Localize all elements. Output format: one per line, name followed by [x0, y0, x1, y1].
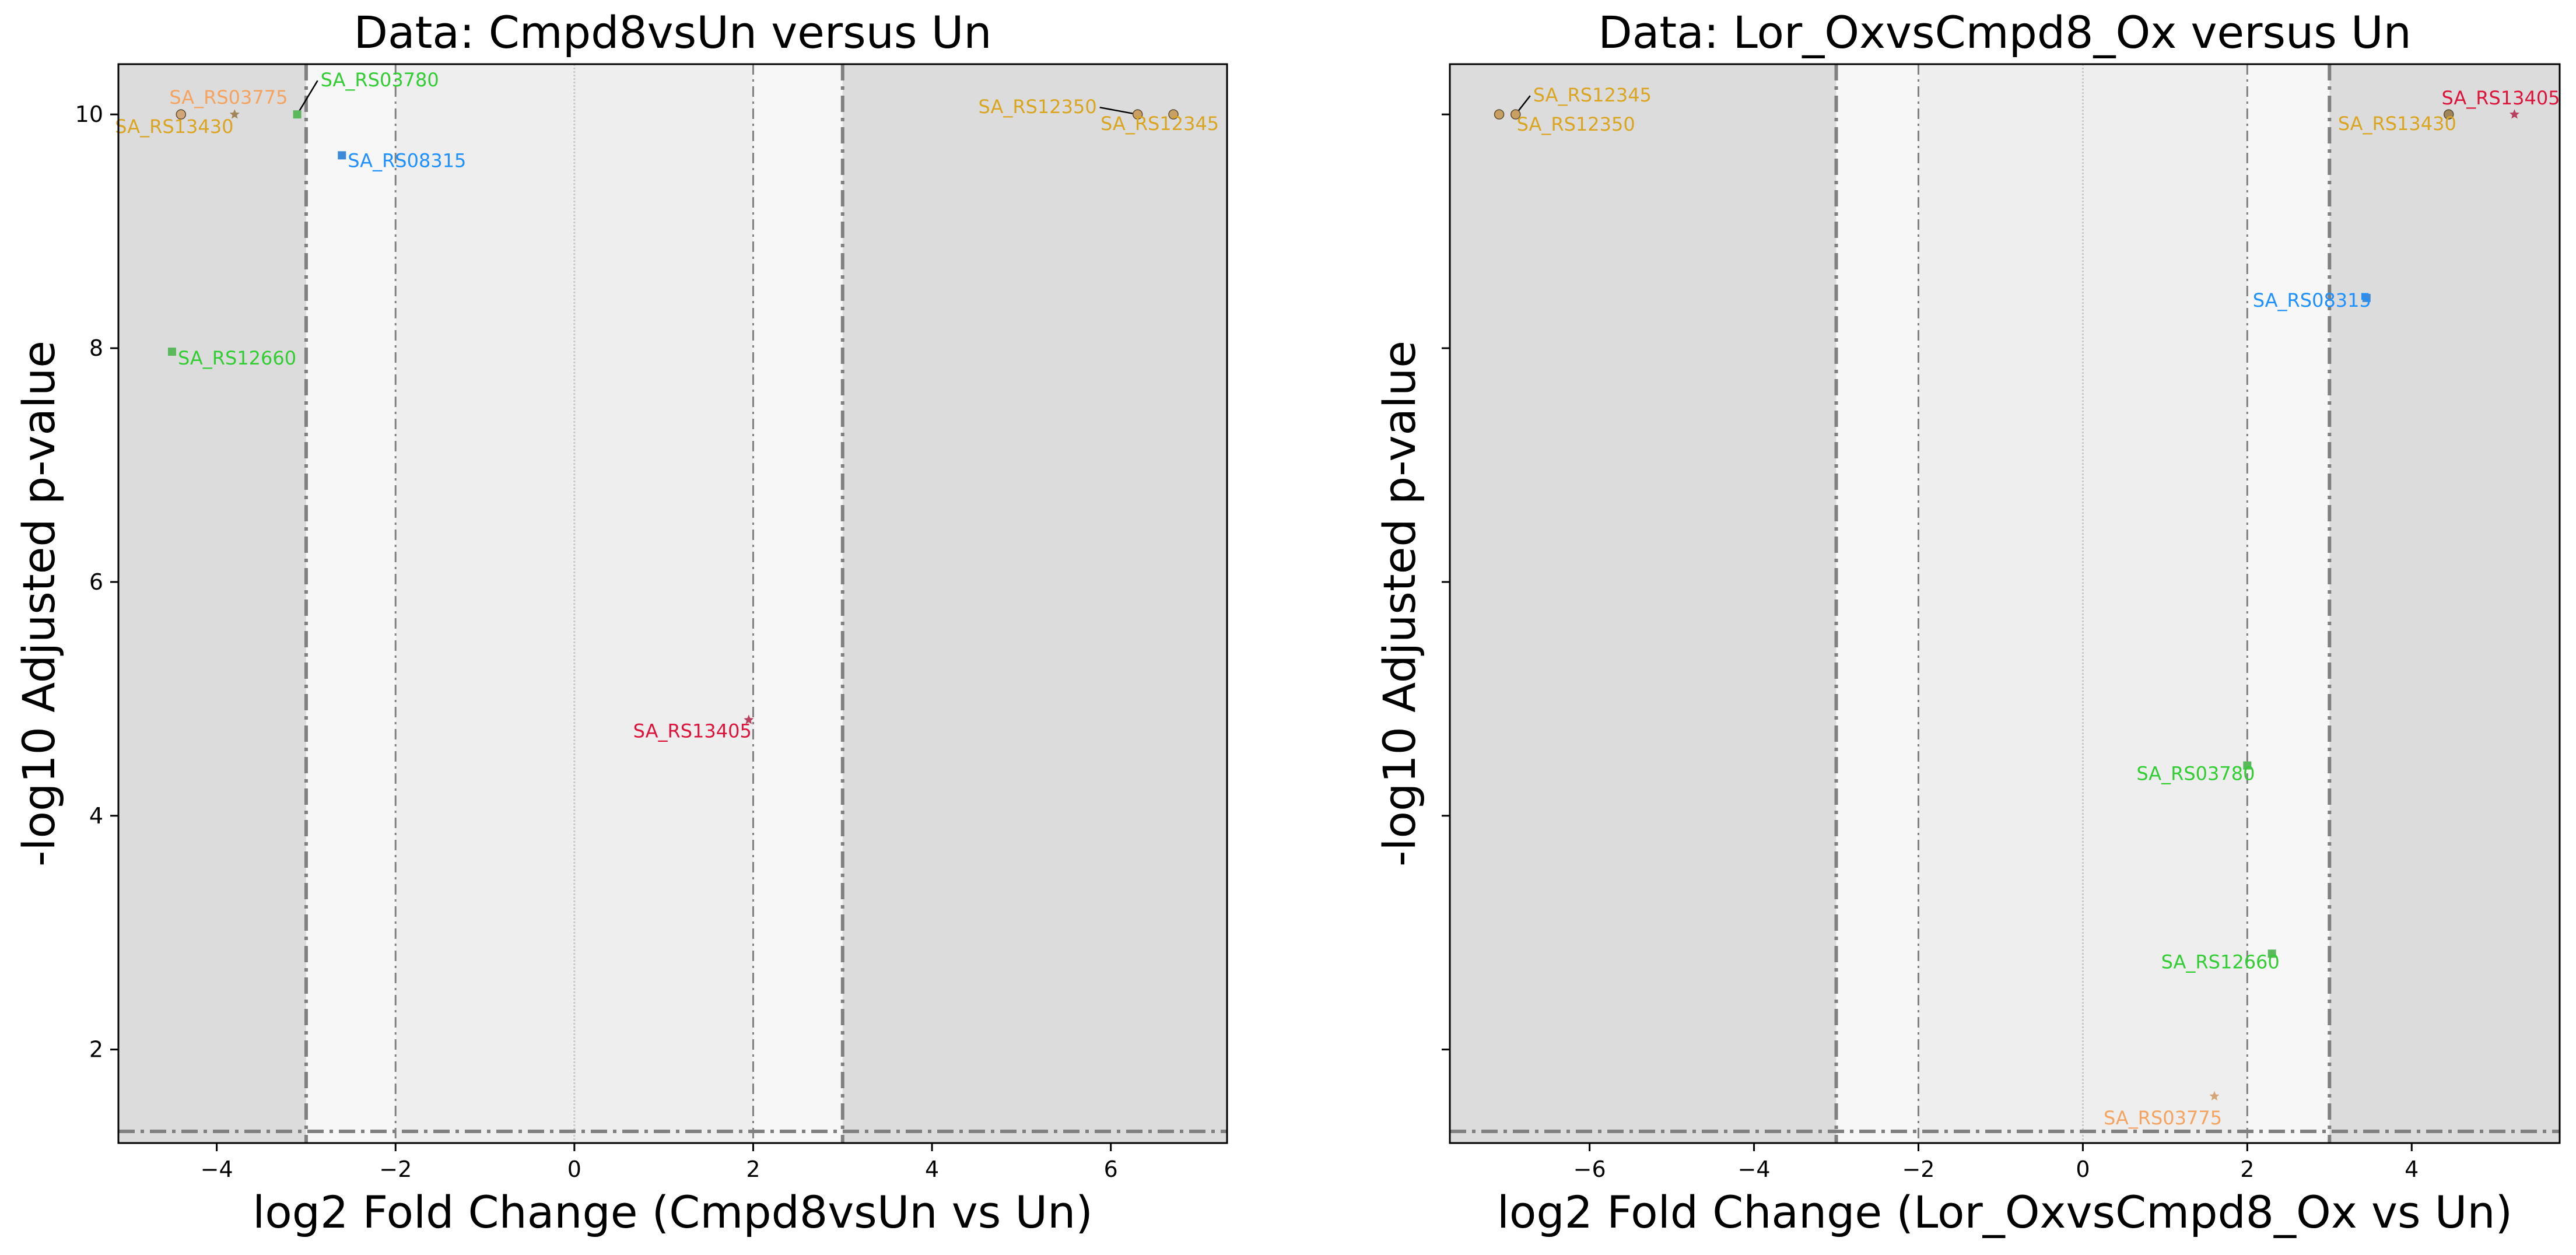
band-moderate-down — [1836, 64, 1919, 1143]
y-tick-label: 8 — [89, 335, 103, 361]
point-label: SA_RS08315 — [348, 149, 466, 171]
point-label: SA_RS12350 — [1517, 113, 1635, 135]
x-tick-label: 2 — [2240, 1156, 2254, 1182]
point-label: SA_RS12345 — [1101, 113, 1219, 135]
band-strong-up — [2329, 64, 2560, 1143]
point-label: SA_RS12345 — [1533, 84, 1652, 106]
point-marker-circle — [2443, 109, 2454, 120]
point-marker-square — [293, 110, 302, 119]
y-tick-label: 4 — [89, 803, 103, 829]
band-moderate-down — [306, 64, 396, 1143]
label-leader — [296, 80, 318, 115]
point-marker-circle — [1510, 109, 1521, 120]
point-marker-square — [2362, 293, 2371, 302]
point-label: SA_RS03775 — [169, 86, 288, 108]
point-label: SA_RS12660 — [178, 347, 296, 369]
band-moderate-up — [753, 64, 843, 1143]
point-marker-star — [229, 109, 240, 119]
point-marker-square — [338, 151, 346, 160]
point-marker-square — [2243, 761, 2252, 770]
point-marker-circle — [1168, 109, 1179, 120]
x-tick-label: −6 — [1573, 1156, 1606, 1182]
point-label: SA_RS13430 — [115, 115, 233, 138]
axes-frame — [1449, 63, 2561, 1144]
axes-frame — [117, 63, 1228, 1144]
chart-title: Data: Cmpd8vsUn versus Un — [354, 6, 992, 58]
left-volcano-panel: SA_RS03775 SA_RS13430 SA_RS03780 SA_RS08315… — [13, 6, 1228, 1238]
right-volcano-panel: SA_RS12350 SA_RS12345 SA_RS13430 SA_RS13405… — [1373, 6, 2561, 1238]
point-marker-star — [2509, 109, 2519, 119]
x-tick-label: 4 — [925, 1156, 939, 1182]
x-tick-label: 6 — [1104, 1156, 1118, 1182]
point-marker-star — [744, 714, 754, 724]
point-marker-square — [167, 348, 176, 356]
point-label: SA_RS13405 — [2441, 87, 2560, 109]
band-moderate-up — [2247, 64, 2330, 1143]
x-tick-label: −2 — [1902, 1156, 1934, 1182]
point-label: SA_RS08315 — [2253, 289, 2371, 311]
chart-title: Data: Lor_OxvsCmpd8_Ox versus Un — [1598, 6, 2412, 58]
x-tick-label: 0 — [567, 1156, 581, 1182]
point-label: SA_RS03775 — [2104, 1107, 2222, 1129]
x-tick-label: −4 — [201, 1156, 233, 1182]
plot-area — [118, 64, 1227, 1143]
point-marker-square — [2267, 949, 2276, 958]
x-tick-label: 4 — [2405, 1156, 2419, 1182]
y-tick-label: 2 — [89, 1037, 103, 1063]
y-tick-label: 10 — [75, 101, 103, 127]
point-label: SA_RS13405 — [633, 720, 752, 742]
point-marker-circle — [1132, 109, 1143, 120]
x-tick-label: 2 — [746, 1156, 760, 1182]
x-tick-label: −4 — [1738, 1156, 1771, 1182]
band-strong-up — [842, 64, 1227, 1143]
band-strong-down — [118, 64, 306, 1143]
x-axis-label: log2 Fold Change (Cmpd8vsUn vs Un) — [253, 1186, 1093, 1238]
point-label: SA_RS12660 — [2161, 951, 2280, 973]
x-tick-label: 0 — [2076, 1156, 2090, 1182]
x-tick-label: −2 — [379, 1156, 412, 1182]
y-tick-label: 6 — [89, 569, 103, 595]
y-axis-label: -log10 Adjusted p-value — [13, 341, 65, 867]
point-marker-star — [2209, 1091, 2220, 1101]
x-axis-label: log2 Fold Change (Lor_OxvsCmpd8_Ox vs Un… — [1497, 1186, 2512, 1238]
point-label: SA_RS03780 — [2136, 763, 2255, 785]
plot-area — [1450, 64, 2560, 1143]
label-leader — [1099, 106, 1138, 115]
point-marker-circle — [1494, 109, 1505, 120]
y-axis-label: -log10 Adjusted p-value — [1373, 341, 1425, 867]
point-label: SA_RS03780 — [321, 69, 439, 91]
band-strong-down — [1450, 64, 1837, 1143]
point-label: SA_RS13430 — [2338, 113, 2456, 135]
point-marker-circle — [176, 109, 187, 120]
point-label: SA_RS12350 — [979, 96, 1097, 118]
